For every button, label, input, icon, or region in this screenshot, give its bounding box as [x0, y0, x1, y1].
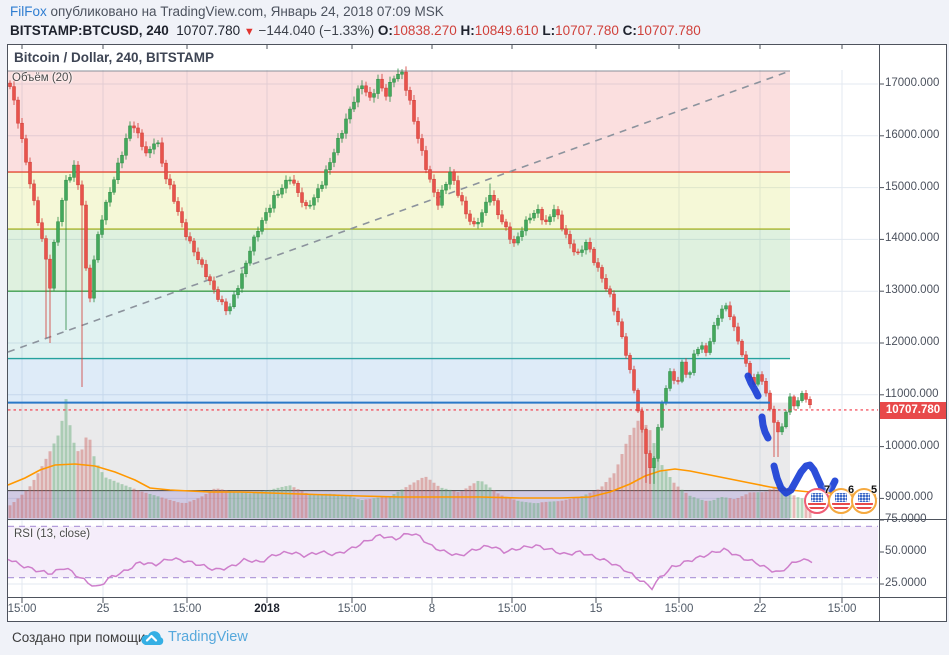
bubble-stripes-icon	[832, 503, 850, 511]
last-price: 10707.780	[176, 23, 241, 38]
high-label: H:	[460, 23, 475, 38]
price-axis-label: 13000.000	[885, 284, 940, 297]
down-arrow-icon: ▼	[243, 26, 255, 38]
time-axis-label: 15:00	[7, 603, 37, 615]
time-axis-label: 15:00	[497, 603, 527, 615]
bubble-flag-icon	[811, 493, 823, 502]
rsi-axis-label: 50.0000	[885, 545, 927, 557]
footer-text: Создано при помощи	[12, 630, 146, 645]
tradingview-link[interactable]: TradingView	[168, 629, 248, 645]
idea-bubble-count: 7	[824, 484, 831, 496]
publish-text: опубликовано на TradingView.com, Январь …	[46, 4, 444, 19]
time-axis-label: 25	[96, 603, 110, 615]
last-price-axis-label: 10707.780	[880, 402, 946, 419]
change-value: −144.040 (−1.33%)	[258, 23, 375, 38]
price-axis-label: 17000.000	[885, 77, 940, 89]
publish-line: FilFox опубликовано на TradingView.com, …	[10, 4, 444, 19]
close-label: C:	[622, 23, 637, 38]
snapshot-footer: Создано при помощи TradingView	[0, 622, 949, 655]
rsi-axis-label: 25.0000	[885, 577, 927, 589]
price-axis-label: 14000.000	[885, 232, 940, 245]
price-axis-label: 9000.000	[885, 491, 933, 504]
bubble-stripes-icon	[855, 503, 873, 511]
price-pane[interactable]	[8, 70, 878, 520]
open-label: O:	[377, 23, 393, 38]
author-link[interactable]: FilFox	[10, 4, 47, 19]
close-value: 10707.780	[636, 23, 701, 38]
price-axis-label: 12000.000	[885, 336, 940, 348]
high-value: 10849.610	[474, 23, 539, 38]
time-axis-label: 15	[589, 603, 603, 615]
time-axis-label: 15:00	[827, 603, 857, 615]
bubble-flag-icon	[858, 493, 870, 502]
price-axis-label: 11000.000	[885, 387, 939, 400]
symbol-line: BITSTAMP:BTCUSD, 240 10707.780 ▼ −144.04…	[10, 23, 701, 38]
price-axis-label: 16000.000	[885, 128, 940, 141]
low-value: 10707.780	[555, 23, 619, 38]
idea-bubble-count: 5	[871, 484, 878, 496]
time-axis-label: 15:00	[664, 603, 694, 615]
time-axis-label: 15:00	[337, 603, 367, 615]
time-axis-label: 22	[753, 603, 767, 615]
tradingview-logo-icon	[141, 631, 164, 646]
snapshot-header: FilFox опубликовано на TradingView.com, …	[0, 0, 949, 44]
idea-bubble-5[interactable]	[851, 488, 877, 514]
bubble-flag-icon	[835, 493, 847, 502]
idea-bubble-count: 6	[848, 484, 855, 496]
time-axis-label: 15:00	[172, 603, 202, 615]
time-axis-label: 2018	[254, 603, 280, 615]
low-label: L:	[542, 23, 556, 38]
open-value: 10838.270	[392, 23, 457, 38]
time-axis-label: 8	[428, 603, 436, 615]
rsi-axis-label: 75.0000	[885, 513, 927, 525]
bubble-stripes-icon	[808, 503, 826, 511]
rsi-indicator-legend[interactable]: RSI (13, close)	[14, 528, 91, 540]
volume-indicator-legend[interactable]: Объём (20)	[12, 72, 73, 84]
symbol-label: BITSTAMP:BTCUSD, 240	[10, 23, 169, 38]
chart-title: Bitcoin / Dollar, 240, BITSTAMP	[14, 50, 215, 65]
price-axis-label: 15000.000	[885, 180, 940, 193]
price-axis-label: 10000.000	[885, 439, 940, 452]
